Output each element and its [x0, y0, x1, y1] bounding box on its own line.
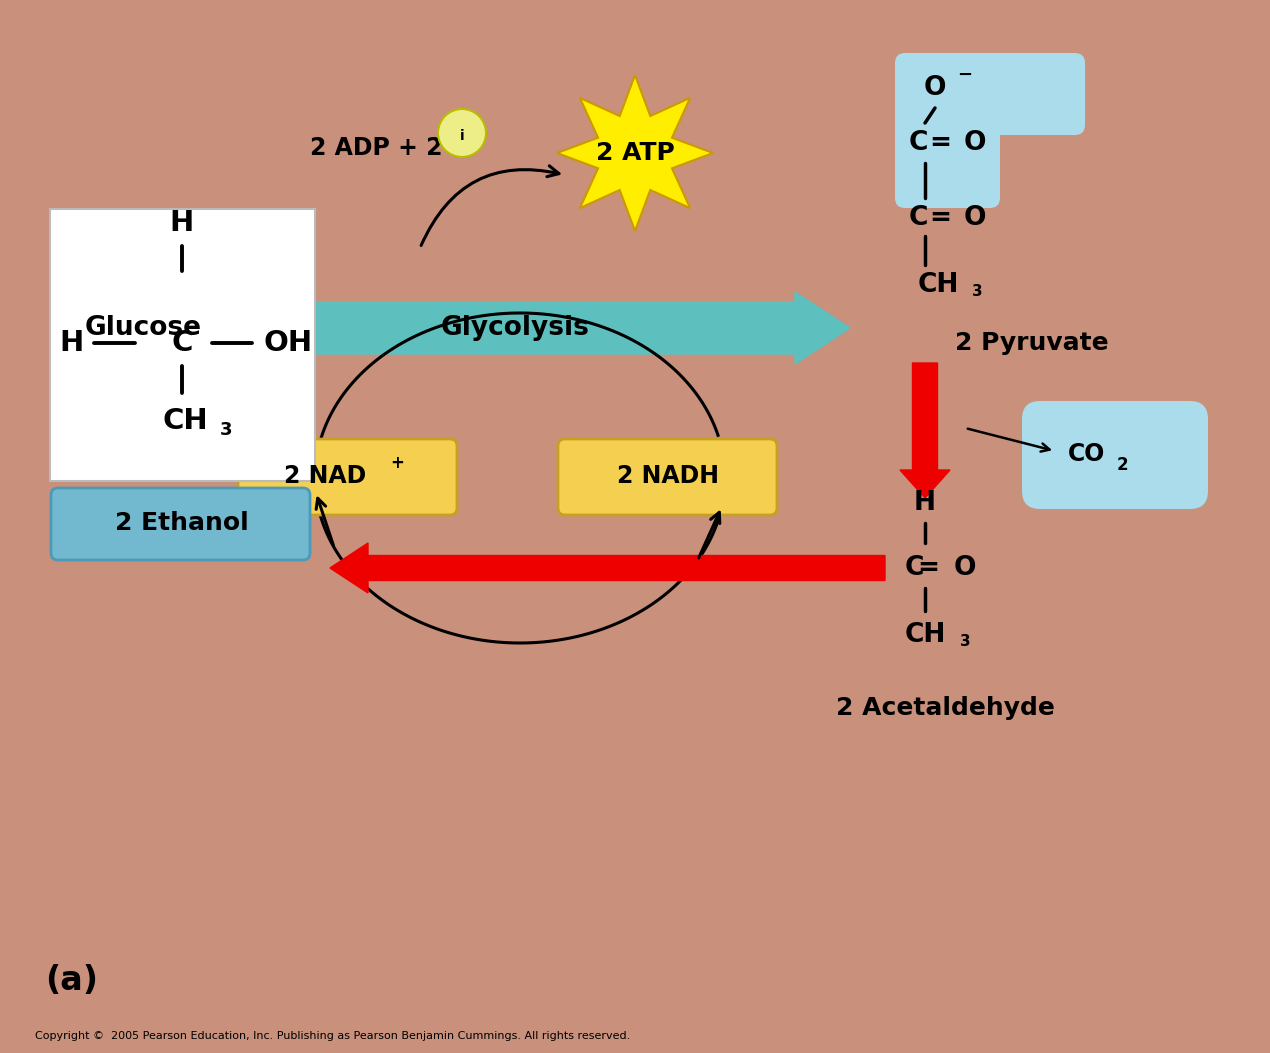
Text: CH: CH: [163, 408, 207, 435]
Text: Glycolysis: Glycolysis: [441, 315, 589, 341]
FancyBboxPatch shape: [51, 488, 310, 560]
Text: 2 ADP + 2: 2 ADP + 2: [310, 136, 442, 160]
Text: 2 Acetaldehyde: 2 Acetaldehyde: [836, 696, 1054, 720]
Text: Copyright ©  2005 Pearson Education, Inc. Publishing as Pearson Benjamin Cumming: Copyright © 2005 Pearson Education, Inc.…: [36, 1031, 630, 1041]
Text: H: H: [914, 490, 936, 516]
FancyArrow shape: [330, 543, 885, 593]
Text: 3: 3: [220, 421, 232, 439]
Text: O: O: [964, 130, 987, 156]
Text: H: H: [170, 208, 194, 237]
FancyBboxPatch shape: [1022, 401, 1208, 509]
FancyBboxPatch shape: [237, 439, 457, 515]
FancyBboxPatch shape: [50, 208, 315, 481]
Text: Glucose: Glucose: [85, 315, 202, 341]
Text: 3: 3: [960, 634, 970, 649]
Text: O: O: [964, 205, 987, 231]
FancyBboxPatch shape: [558, 439, 777, 515]
Text: −: −: [958, 66, 973, 84]
Text: =: =: [928, 130, 951, 156]
Text: +: +: [390, 454, 404, 472]
Text: C: C: [908, 130, 927, 156]
FancyArrow shape: [900, 363, 950, 498]
FancyBboxPatch shape: [895, 53, 999, 208]
FancyBboxPatch shape: [978, 63, 1003, 125]
Text: C: C: [908, 205, 927, 231]
Text: CO: CO: [1068, 442, 1106, 466]
Text: =: =: [917, 555, 939, 581]
Text: O: O: [923, 75, 946, 101]
FancyBboxPatch shape: [968, 53, 1085, 135]
Text: C: C: [171, 329, 193, 357]
Text: 2 ATP: 2 ATP: [596, 141, 674, 165]
Text: 2 Pyruvate: 2 Pyruvate: [955, 331, 1109, 355]
Text: 3: 3: [972, 284, 983, 299]
Text: 2 Ethanol: 2 Ethanol: [116, 511, 249, 535]
Text: CH: CH: [906, 622, 946, 648]
Text: 2 NADH: 2 NADH: [617, 464, 719, 488]
Text: (a): (a): [44, 965, 98, 997]
Text: =: =: [928, 205, 951, 231]
FancyArrow shape: [199, 292, 850, 364]
Circle shape: [438, 110, 486, 157]
Text: H: H: [60, 329, 84, 357]
Polygon shape: [558, 75, 712, 231]
Text: C: C: [906, 555, 925, 581]
Text: 2: 2: [1116, 456, 1128, 474]
Text: CH: CH: [918, 272, 959, 298]
Text: OH: OH: [263, 329, 312, 357]
Text: 2 NAD: 2 NAD: [284, 464, 366, 488]
Text: i: i: [460, 130, 465, 143]
Text: O: O: [954, 555, 977, 581]
